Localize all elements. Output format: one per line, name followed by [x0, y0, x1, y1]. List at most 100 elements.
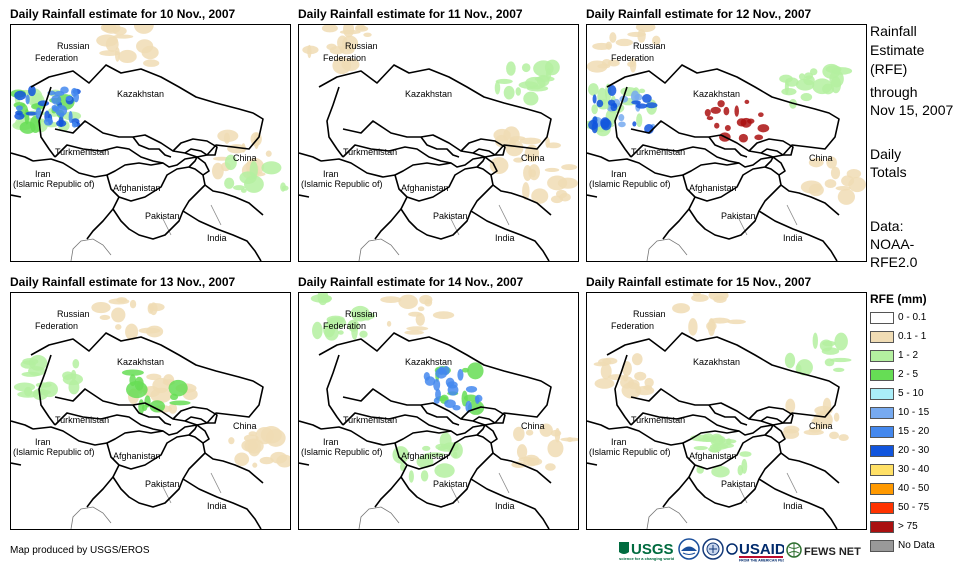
legend-swatch	[870, 445, 894, 457]
legend-label: 0.1 - 1	[898, 331, 927, 342]
afghanistan-border	[394, 424, 486, 470]
iran-west	[11, 152, 114, 240]
country-label-russia-1: Russian	[57, 41, 90, 51]
india-border	[470, 210, 550, 261]
india-border	[758, 210, 838, 261]
legend-label: 15 - 20	[898, 426, 930, 437]
legend-label: No Data	[898, 540, 935, 551]
country-label-russia-2: Federation	[611, 321, 654, 331]
country-label-iran-2: (Islamic Republic of)	[301, 447, 383, 457]
afghanistan-border	[682, 156, 774, 202]
outline-north	[606, 332, 840, 426]
country-label-russia-1: Russian	[345, 309, 378, 319]
legend-label: 2 - 5	[898, 369, 919, 380]
china-border	[772, 156, 840, 216]
kyrgyzstan-border	[172, 406, 218, 424]
caspian-shore	[38, 86, 56, 158]
map-svg: Russian Federation Kazakhstan Turkmenistan I…	[11, 293, 290, 529]
iran-west	[299, 420, 402, 508]
side-through-1: through	[870, 84, 918, 100]
country-label-pakistan: Pakistan	[721, 479, 756, 489]
map-panel-6: Russian Federation Kazakhstan Turkmenistan I…	[586, 292, 867, 530]
turkmenistan-north	[630, 412, 740, 432]
uzbekistan-border	[420, 136, 460, 158]
svg-text:science for a changing world: science for a changing world	[619, 556, 675, 561]
india-border	[182, 478, 262, 529]
map-svg: Russian Federation Kazakhstan Turkmenistan I…	[299, 293, 578, 529]
china-border	[484, 156, 552, 216]
turkmenistan-south	[320, 158, 396, 178]
legend-label: 20 - 30	[898, 445, 930, 456]
side-heading-3: (RFE)	[870, 61, 908, 77]
turkmenistan-south	[608, 426, 684, 446]
country-label-iran-2: (Islamic Republic of)	[589, 447, 671, 457]
rain-blob	[779, 63, 853, 109]
legend-label: 1 - 2	[898, 350, 919, 361]
map-panel-2: Russian Federation Kazakhstan Turkmenistan I…	[298, 24, 579, 262]
country-label-pakistan: Pakistan	[433, 211, 468, 221]
outline-north	[318, 332, 552, 426]
china-border	[772, 424, 840, 484]
map-svg: Russian Federation Kazakhstan Turkmenistan I…	[11, 25, 290, 261]
country-label-pakistan: Pakistan	[145, 211, 180, 221]
rain-blob	[690, 433, 752, 478]
turkmenistan-south	[320, 426, 396, 446]
country-label-iran-1: Iran	[611, 437, 627, 447]
turkmenistan-north	[342, 144, 452, 164]
country-label-turkmenistan: Turkmenistan	[343, 415, 397, 425]
side-daily-2: Totals	[870, 164, 907, 180]
rain-blob	[704, 99, 770, 143]
side-heading-1: Rainfall	[870, 23, 917, 39]
turkmenistan-north	[54, 412, 164, 432]
country-label-china: China	[809, 153, 833, 163]
country-label-india: India	[495, 233, 515, 243]
panel-title-2: Daily Rainfall estimate for 11 Nov., 200…	[298, 7, 523, 21]
rain-blob	[489, 126, 561, 182]
outline-north	[318, 64, 552, 158]
country-label-iran-2: (Islamic Republic of)	[13, 179, 95, 189]
pakistan-border	[688, 434, 782, 508]
country-label-russia-2: Federation	[611, 53, 654, 63]
svg-text:USAID: USAID	[739, 541, 784, 558]
country-label-afghanistan: Afghanistan	[689, 451, 737, 461]
side-data-1: Data:	[870, 218, 904, 234]
map-panel-3: Russian Federation Kazakhstan Turkmenistan I…	[586, 24, 867, 262]
country-label-turkmenistan: Turkmenistan	[55, 147, 109, 157]
outline-north	[30, 64, 264, 158]
legend-swatch	[870, 369, 894, 381]
country-label-kazakhstan: Kazakhstan	[117, 357, 164, 367]
legend-swatch	[870, 407, 894, 419]
side-data-3: RFE2.0	[870, 254, 918, 270]
panel-title-1: Daily Rainfall estimate for 10 Nov., 200…	[10, 7, 236, 21]
rain-blob	[96, 25, 160, 67]
china-border	[196, 424, 264, 484]
country-label-iran-2: (Islamic Republic of)	[13, 447, 95, 457]
rain-blob	[302, 25, 372, 75]
turkmenistan-south	[32, 158, 108, 178]
panel-title-4: Daily Rainfall estimate for 13 Nov., 200…	[10, 275, 236, 289]
rain-blob	[434, 362, 485, 415]
coastline	[70, 506, 112, 529]
country-label-russia-1: Russian	[633, 309, 666, 319]
uzbekistan-border	[132, 404, 172, 426]
uzbekistan-border	[708, 404, 748, 426]
legend-label: 0 - 0.1	[898, 312, 927, 323]
iran-west	[299, 152, 402, 240]
india-border	[758, 478, 838, 529]
legend-label: 30 - 40	[898, 464, 930, 475]
turkmenistan-south	[608, 158, 684, 178]
uzbekistan-border	[132, 136, 172, 158]
turkmenistan-north	[630, 144, 740, 164]
country-label-turkmenistan: Turkmenistan	[55, 415, 109, 425]
india-border	[470, 478, 550, 529]
kyrgyzstan-border	[172, 138, 218, 156]
svg-text:FEWS NET: FEWS NET	[804, 546, 861, 558]
outline-north	[606, 64, 840, 158]
coastline	[646, 238, 688, 261]
rain-blob	[228, 426, 290, 468]
legend-label: > 75	[898, 521, 918, 532]
turkmenistan-north	[342, 412, 452, 432]
kyrgyzstan-border	[460, 138, 506, 156]
country-label-china: China	[521, 153, 545, 163]
legend-label: 40 - 50	[898, 483, 930, 494]
